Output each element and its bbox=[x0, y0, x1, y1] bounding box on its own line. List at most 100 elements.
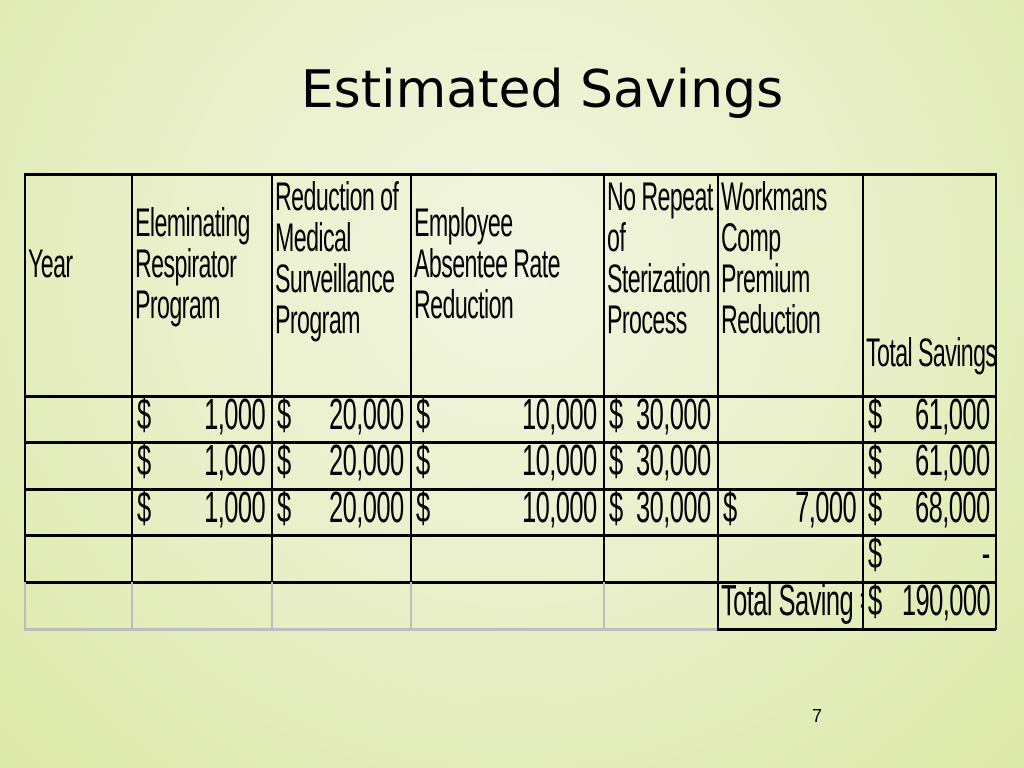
column-border bbox=[862, 173, 864, 582]
header-line: Absentee Rate bbox=[414, 242, 561, 286]
header-line: Surveillance bbox=[275, 257, 395, 301]
currency-symbol: $ bbox=[868, 396, 882, 439]
currency-symbol: $ bbox=[137, 489, 151, 532]
table-bottom-border bbox=[717, 628, 996, 631]
table-top-border bbox=[24, 173, 996, 176]
total-value: 190,000 bbox=[901, 582, 991, 625]
header-line: Comp bbox=[721, 216, 781, 260]
column-border bbox=[131, 173, 133, 582]
cell-workmans bbox=[717, 442, 862, 488]
cell-absentee: $10,000 bbox=[410, 442, 603, 488]
header-line: Medical bbox=[275, 216, 351, 260]
header-workmans: Workmans Comp Premium Reduction bbox=[717, 174, 862, 396]
cell-medical: $20,000 bbox=[271, 489, 410, 535]
currency-symbol: $ bbox=[137, 442, 151, 485]
header-line: No Repeat bbox=[607, 175, 713, 219]
header-absentee: Employee Absentee Rate Reduction bbox=[410, 174, 603, 396]
cell-medical bbox=[271, 535, 410, 581]
header-line: Program bbox=[275, 298, 360, 342]
column-border bbox=[24, 173, 26, 582]
currency-symbol: $ bbox=[416, 442, 430, 485]
cell-total: $68,000 bbox=[862, 489, 996, 535]
header-line: Reduction of bbox=[275, 175, 399, 219]
currency-symbol: $ bbox=[137, 396, 151, 439]
amount-value: 1,000 bbox=[204, 442, 266, 485]
currency-symbol: $ bbox=[609, 489, 623, 532]
grey-bottom-border bbox=[24, 628, 717, 631]
grey-column-border bbox=[410, 582, 412, 630]
header-line: Premium bbox=[721, 257, 810, 301]
cell-medical: $20,000 bbox=[271, 396, 410, 442]
header-line: Program bbox=[135, 283, 220, 327]
row-border bbox=[24, 581, 996, 584]
cell-respirator bbox=[131, 535, 271, 581]
currency-symbol: $ bbox=[416, 489, 430, 532]
header-line: Sterization bbox=[607, 257, 711, 301]
header-line: of bbox=[607, 216, 626, 260]
currency-symbol: $ bbox=[277, 442, 291, 485]
currency-symbol: $ bbox=[868, 535, 882, 578]
header-line: Process bbox=[607, 298, 687, 342]
amount-value: 30,000 bbox=[636, 489, 711, 532]
amount-value: 10,000 bbox=[522, 396, 597, 439]
cell-year: 3 bbox=[24, 489, 131, 535]
amount-value: 10,000 bbox=[522, 489, 597, 532]
amount-value: 20,000 bbox=[329, 396, 404, 439]
amount-value: - bbox=[982, 535, 990, 578]
currency-symbol: $ bbox=[416, 396, 430, 439]
cell-sterization: $30,000 bbox=[603, 396, 717, 442]
amount-value: 7,000 bbox=[795, 489, 857, 532]
cell-workmans bbox=[717, 396, 862, 442]
header-total: Total Savings bbox=[862, 174, 996, 396]
column-border bbox=[717, 173, 719, 582]
column-border bbox=[862, 582, 864, 630]
row-border bbox=[24, 534, 996, 537]
cell-sterization: $30,000 bbox=[603, 442, 717, 488]
header-line: Workmans bbox=[721, 175, 827, 219]
header-year: Year bbox=[24, 174, 131, 396]
cell-sterization: $30,000 bbox=[603, 489, 717, 535]
amount-value: 61,000 bbox=[915, 442, 990, 485]
currency-symbol: $ bbox=[277, 489, 291, 532]
slide-title: Estimated Savings bbox=[300, 60, 784, 120]
column-border bbox=[995, 582, 997, 630]
currency-symbol: $ bbox=[868, 489, 882, 532]
grey-column-border bbox=[24, 582, 26, 630]
cell-total: $61,000 bbox=[862, 396, 996, 442]
amount-value: 61,000 bbox=[915, 396, 990, 439]
cell-year: 1 bbox=[24, 396, 131, 442]
cell-total: $ - bbox=[862, 535, 996, 581]
page-number: 7 bbox=[812, 706, 823, 726]
total-label: Total Saving = bbox=[721, 582, 862, 625]
total-label-cell: Total Saving = bbox=[717, 582, 862, 628]
cell-respirator: $1,000 bbox=[131, 442, 271, 488]
amount-value: 10,000 bbox=[522, 442, 597, 485]
header-line: Reduction bbox=[414, 283, 514, 327]
column-border bbox=[717, 582, 719, 630]
header-line: Eleminating bbox=[135, 201, 250, 245]
cell-year: 2 bbox=[24, 442, 131, 488]
amount-value: 68,000 bbox=[915, 489, 990, 532]
cell-absentee: $10,000 bbox=[410, 396, 603, 442]
cell-respirator: $1,000 bbox=[131, 396, 271, 442]
amount-value: 1,000 bbox=[204, 396, 266, 439]
grey-column-border bbox=[131, 582, 133, 630]
header-line: Year bbox=[28, 242, 73, 286]
cell-respirator: $1,000 bbox=[131, 489, 271, 535]
currency-symbol: $ bbox=[868, 442, 882, 485]
currency-symbol: $ bbox=[723, 489, 737, 532]
header-line: Total Savings bbox=[866, 331, 996, 375]
amount-value: 30,000 bbox=[636, 442, 711, 485]
cell-absentee: $10,000 bbox=[410, 489, 603, 535]
header-respirator: Eleminating Respirator Program bbox=[131, 174, 271, 396]
cell-year: 4 bbox=[24, 535, 131, 581]
row-border bbox=[24, 395, 996, 398]
amount-value: 20,000 bbox=[329, 489, 404, 532]
header-line: Reduction bbox=[721, 298, 821, 342]
amount-value: 30,000 bbox=[636, 396, 711, 439]
cell-absentee bbox=[410, 535, 603, 581]
column-border bbox=[410, 173, 412, 582]
grey-column-border bbox=[271, 582, 273, 630]
cell-sterization bbox=[603, 535, 717, 581]
currency-symbol: $ bbox=[277, 396, 291, 439]
